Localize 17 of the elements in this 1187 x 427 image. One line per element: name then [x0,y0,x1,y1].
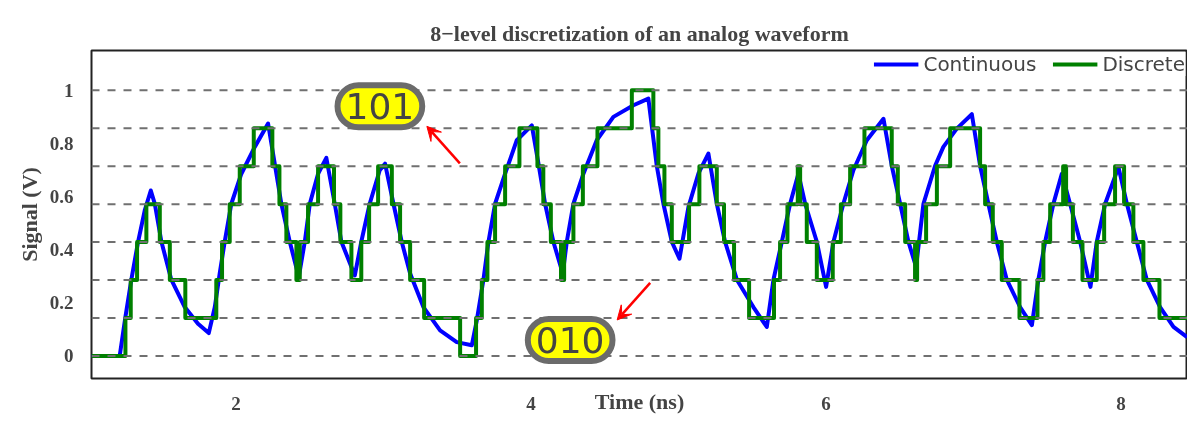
y-tick-label: 0.6 [49,186,74,208]
x-tick-label: 4 [526,392,537,414]
legend-label: Continuous [923,52,1037,76]
y-tick-label: 0.8 [49,132,74,154]
x-tick-label: 2 [231,392,241,414]
x-tick-label: 6 [821,392,831,414]
x-tick-label: 8 [1116,392,1126,414]
y-tick-label: 1 [64,79,74,101]
legend-label: Discrete [1102,52,1185,76]
x-axis-title: Time (ns) [594,388,685,414]
annotation: 101 [345,86,415,128]
y-tick-label: 0 [64,345,74,367]
y-tick-label: 0.2 [49,292,74,314]
y-tick-label: 0.4 [49,239,74,261]
y-axis-title: Signal (V) [16,167,42,262]
annotation: 010 [535,319,605,361]
chart-title: 8−level discretization of an analog waveform [430,20,849,46]
